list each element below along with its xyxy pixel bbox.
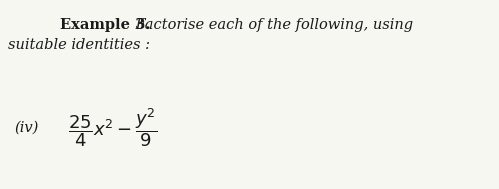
Text: Factorise each of the following, using: Factorise each of the following, using [131,18,413,32]
Text: Example 3.: Example 3. [60,18,150,32]
Text: suitable identities :: suitable identities : [8,38,150,52]
Text: $\dfrac{25}{4}x^2-\dfrac{y^2}{9}$: $\dfrac{25}{4}x^2-\dfrac{y^2}{9}$ [68,107,157,149]
Text: (iv): (iv) [14,121,38,135]
